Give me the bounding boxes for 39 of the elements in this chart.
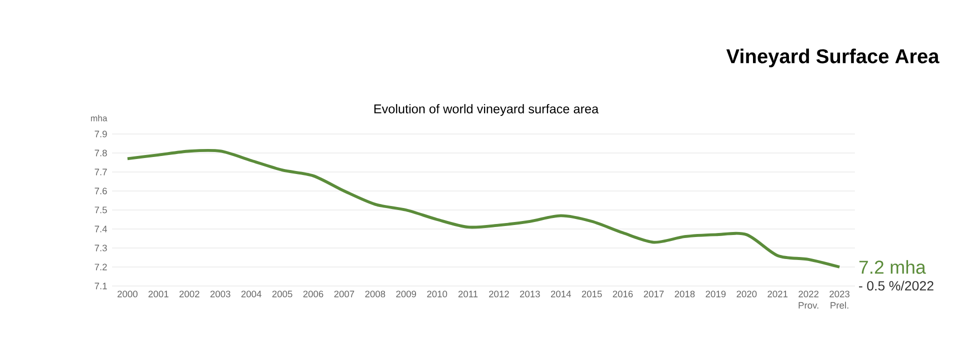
chart-subtitle: Evolution of world vineyard surface area: [374, 104, 599, 116]
x-tick-label: 2023 Prel.: [830, 290, 850, 309]
x-tick-label: 2008: [365, 290, 386, 298]
x-tick-label: 2000: [118, 290, 138, 298]
y-tick-label: 7.5: [94, 206, 107, 214]
x-tick-label: 2005: [272, 290, 292, 298]
x-tick-label: 2022 Prov.: [798, 290, 818, 309]
x-tick-label: 2010: [427, 290, 448, 298]
x-tick-label: 2013: [520, 290, 540, 298]
x-tick-label: 2006: [303, 290, 324, 298]
y-tick-label: 7.1: [94, 282, 107, 290]
y-tick-label: 7.7: [94, 168, 107, 176]
x-tick-label: 2019: [706, 290, 726, 298]
x-tick-label: 2002: [179, 290, 200, 298]
x-tick-label: 2009: [396, 290, 416, 298]
x-tick-label: 2020: [736, 290, 757, 298]
y-tick-label: 7.9: [94, 130, 107, 138]
text: 7.2 mha: [859, 260, 926, 274]
x-tick-label: 2015: [582, 290, 602, 298]
y-tick-label: 7.2: [94, 264, 107, 270]
x-tick-label: 2004: [241, 290, 262, 298]
x-tick-label: 2014: [550, 290, 571, 298]
y-tick-label: 7.3: [94, 244, 107, 252]
x-tick-label: 2012: [489, 290, 509, 298]
x-tick-label: 2018: [674, 290, 695, 298]
y-tick-label: 7.6: [94, 188, 107, 194]
text: - 0.5 %/2022: [859, 280, 934, 291]
x-tick-label: 2007: [334, 290, 354, 298]
x-tick-label: 2001: [148, 290, 168, 298]
line-series: [126, 148, 841, 268]
x-tick-label: 2003: [210, 290, 230, 298]
x-tick-label: 2011: [458, 290, 478, 298]
x-tick-label: 2021: [768, 290, 788, 298]
x-tick-label: 2016: [612, 290, 633, 298]
y-tick-label: 7.8: [94, 150, 107, 156]
y-axis-title: mha: [91, 114, 108, 122]
chart-title: Vineyard Surface Area: [726, 48, 940, 68]
y-tick-label: 7.4: [94, 226, 108, 232]
x-tick-label: 2017: [644, 290, 664, 298]
